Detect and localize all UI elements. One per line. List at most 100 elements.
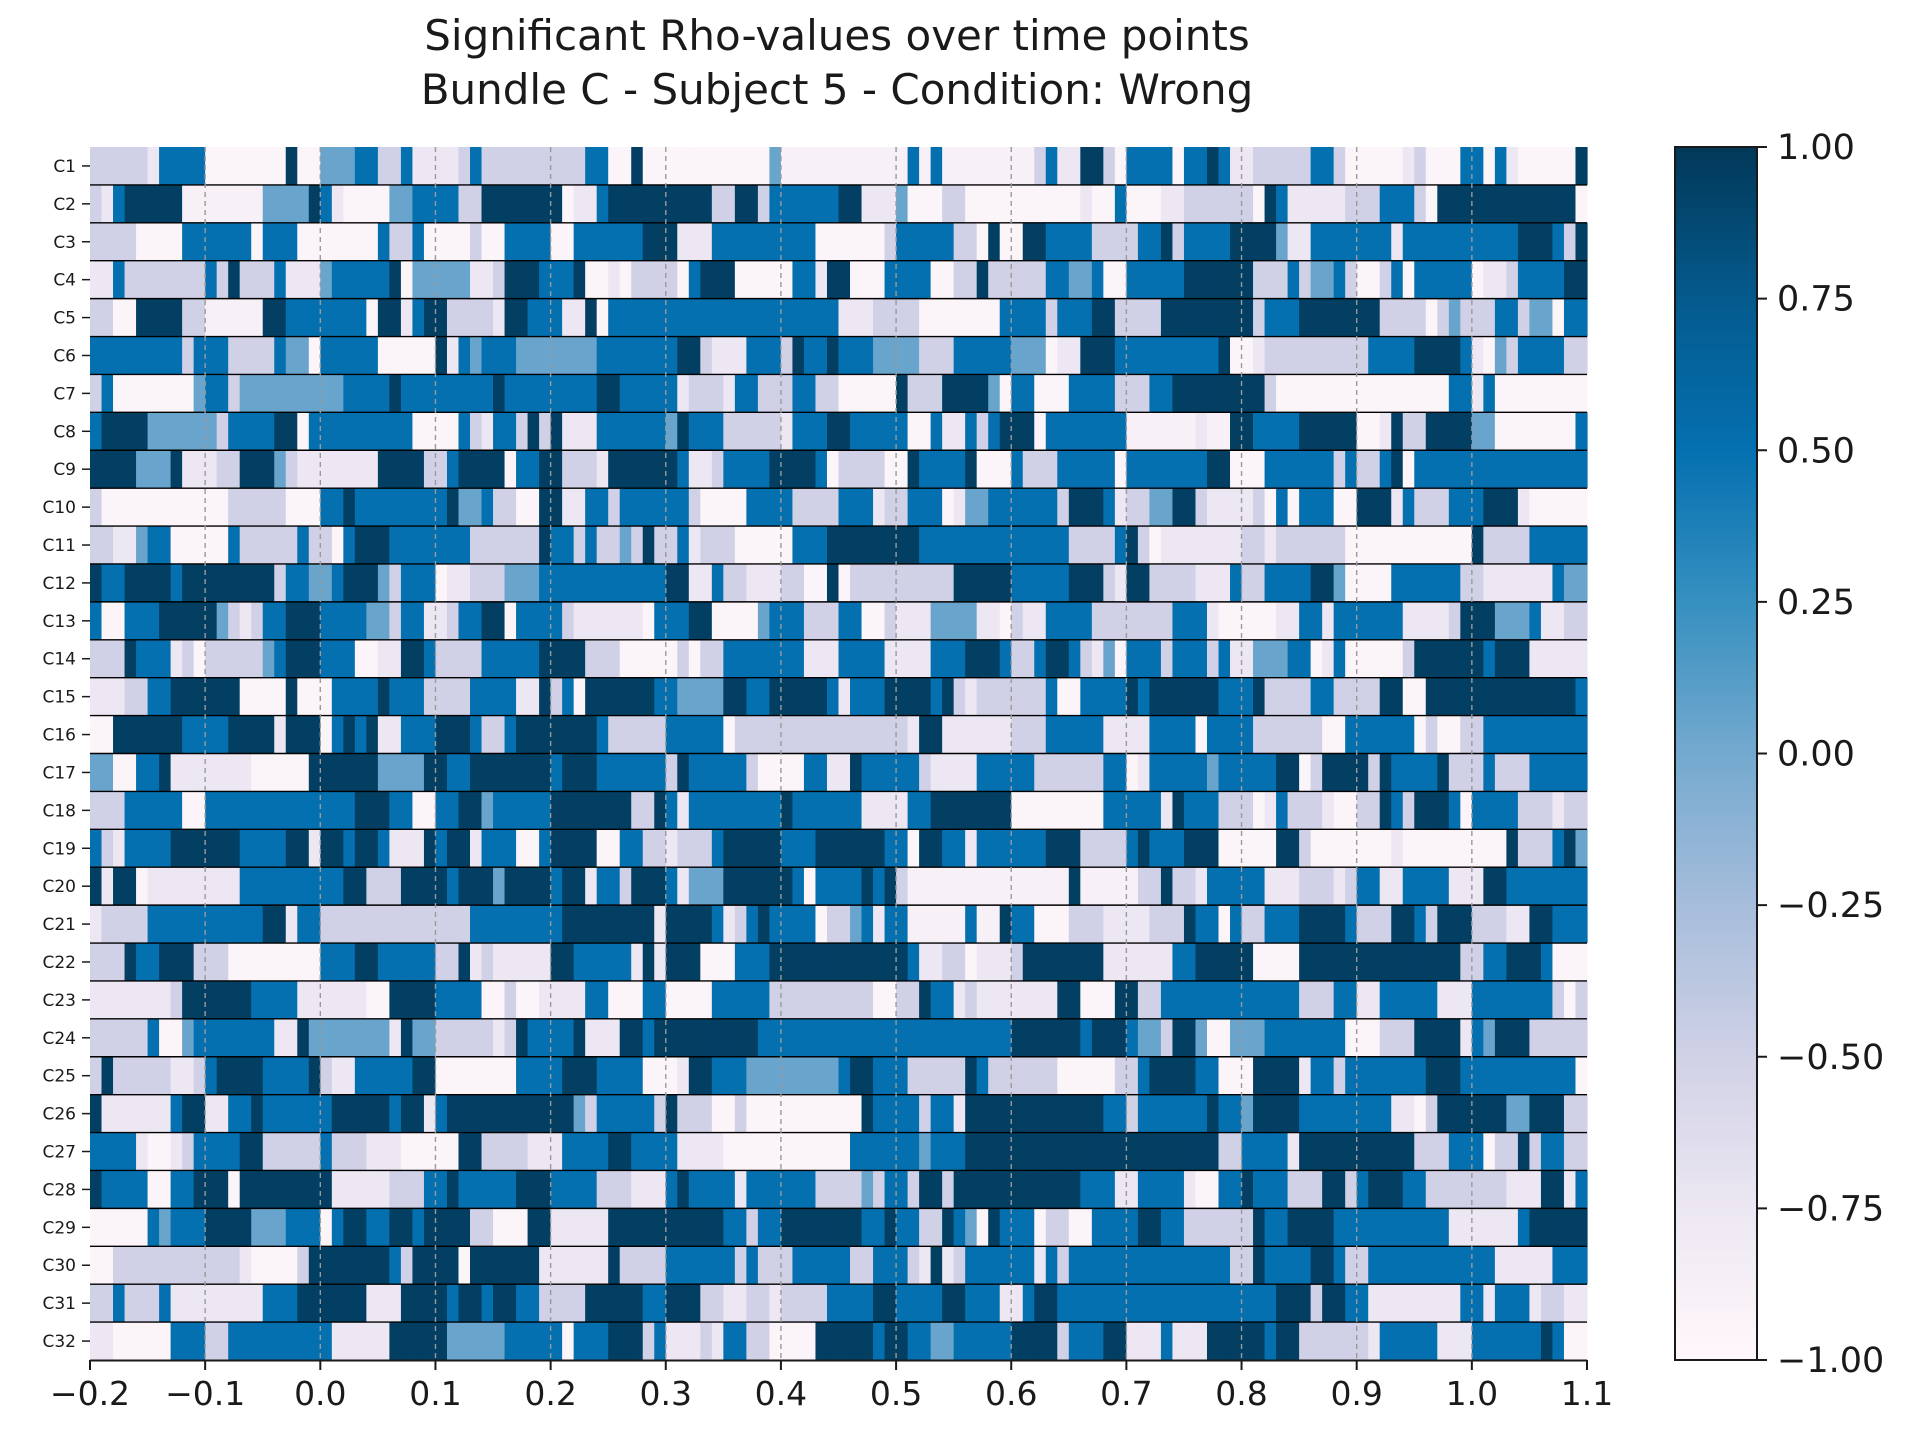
- heatmap-cell: [1529, 260, 1542, 300]
- heatmap-cell: [470, 639, 483, 679]
- heatmap-cell: [1126, 1170, 1139, 1209]
- heatmap-cell: [1345, 412, 1358, 451]
- heatmap-cell: [1034, 298, 1047, 337]
- heatmap-cell: [723, 715, 736, 754]
- heatmap-row-C17: [90, 753, 1588, 792]
- heatmap-cell: [884, 867, 897, 906]
- heatmap-cell: [285, 715, 298, 754]
- heatmap-cell: [377, 298, 390, 337]
- heatmap-cell: [631, 184, 644, 224]
- heatmap-cell: [182, 1322, 195, 1361]
- heatmap-cell: [573, 791, 586, 830]
- heatmap-cell: [815, 147, 828, 186]
- heatmap-cell: [1114, 336, 1127, 375]
- heatmap-cell: [1276, 374, 1289, 413]
- heatmap-cell: [124, 677, 137, 716]
- heatmap-cell: [216, 222, 229, 262]
- heatmap-cell: [677, 1208, 690, 1247]
- heatmap-cell: [1045, 905, 1058, 944]
- heatmap-cell: [1114, 1322, 1127, 1361]
- heatmap-cell: [562, 791, 575, 830]
- heatmap-cell: [1241, 791, 1254, 830]
- heatmap-cell: [1218, 943, 1231, 982]
- heatmap-cell: [573, 336, 586, 375]
- heatmap-cell: [1322, 1132, 1335, 1171]
- heatmap-cell: [285, 601, 298, 641]
- heatmap-cell: [861, 980, 874, 1020]
- heatmap-cell: [1137, 601, 1151, 641]
- heatmap-cell: [1299, 829, 1312, 868]
- heatmap-cell: [1437, 1056, 1450, 1096]
- heatmap-cell: [1322, 791, 1335, 830]
- heatmap-cell: [930, 1170, 943, 1209]
- heatmap-cell: [159, 677, 172, 716]
- heatmap-cell: [1506, 298, 1519, 337]
- heatmap-cell: [1230, 867, 1243, 906]
- heatmap-cell: [608, 943, 621, 982]
- heatmap-cell: [976, 1132, 989, 1171]
- heatmap-cell: [1563, 867, 1577, 906]
- heatmap-cell: [262, 905, 275, 944]
- heatmap-cell: [1345, 1246, 1358, 1285]
- heatmap-cell: [1160, 526, 1174, 565]
- heatmap-cell: [942, 1094, 955, 1133]
- heatmap-cell: [297, 298, 310, 337]
- heatmap-cell: [458, 1322, 471, 1361]
- heatmap-cell: [1149, 753, 1162, 792]
- colorbar-tick-label: −0.25: [1777, 886, 1884, 926]
- heatmap-cell: [677, 563, 690, 603]
- heatmap-cell: [504, 867, 517, 906]
- heatmap-cell: [1195, 1056, 1208, 1096]
- heatmap-cell: [711, 1322, 724, 1361]
- y-tick-label: C9: [53, 460, 76, 480]
- heatmap-cell: [1563, 1284, 1577, 1323]
- heatmap-cell: [1091, 601, 1104, 641]
- heatmap-cell: [619, 374, 632, 413]
- heatmap-cell: [458, 639, 471, 679]
- heatmap-cell: [1091, 450, 1104, 489]
- heatmap-cell: [1310, 980, 1323, 1020]
- heatmap-cell: [1379, 715, 1392, 754]
- heatmap-cell: [539, 1094, 552, 1133]
- heatmap-cell: [297, 1094, 310, 1133]
- heatmap-cell: [193, 184, 206, 224]
- heatmap-cell: [907, 298, 920, 337]
- heatmap-cell: [308, 260, 321, 300]
- heatmap-cell: [631, 905, 644, 944]
- heatmap-cell: [873, 905, 886, 944]
- heatmap-cell: [1391, 1208, 1404, 1247]
- heatmap-cell: [1552, 980, 1565, 1020]
- heatmap-cell: [1287, 147, 1300, 186]
- heatmap-cell: [573, 298, 586, 337]
- heatmap-cell: [320, 1322, 333, 1361]
- heatmap-cell: [1160, 1132, 1174, 1171]
- heatmap-cell: [1506, 336, 1519, 375]
- heatmap-cell: [285, 563, 298, 603]
- heatmap-cell: [1195, 1170, 1208, 1209]
- heatmap-cell: [907, 1056, 920, 1096]
- heatmap-cell: [1333, 867, 1346, 906]
- heatmap-cell: [884, 791, 897, 830]
- heatmap-cell: [1080, 639, 1093, 679]
- heatmap-cell: [1103, 260, 1116, 300]
- heatmap-cell: [458, 488, 471, 527]
- heatmap-cell: [400, 1246, 414, 1285]
- heatmap-cell: [1103, 450, 1116, 489]
- heatmap-cell: [919, 1018, 932, 1058]
- heatmap-cell: [838, 147, 851, 186]
- heatmap-cell: [873, 1170, 886, 1209]
- heatmap-cell: [1379, 1018, 1392, 1058]
- heatmap-cell: [838, 374, 851, 413]
- heatmap-cell: [516, 753, 529, 792]
- heatmap-cell: [400, 450, 414, 489]
- heatmap-cell: [619, 829, 632, 868]
- heatmap-cell: [1575, 677, 1588, 716]
- heatmap-cell: [1402, 943, 1415, 982]
- heatmap-cell: [147, 374, 160, 413]
- heatmap-cell: [1368, 298, 1381, 337]
- heatmap-cell: [193, 791, 206, 830]
- heatmap-cell: [470, 715, 483, 754]
- heatmap-cell: [1506, 753, 1519, 792]
- heatmap-cell: [769, 260, 782, 300]
- heatmap-cell: [516, 298, 529, 337]
